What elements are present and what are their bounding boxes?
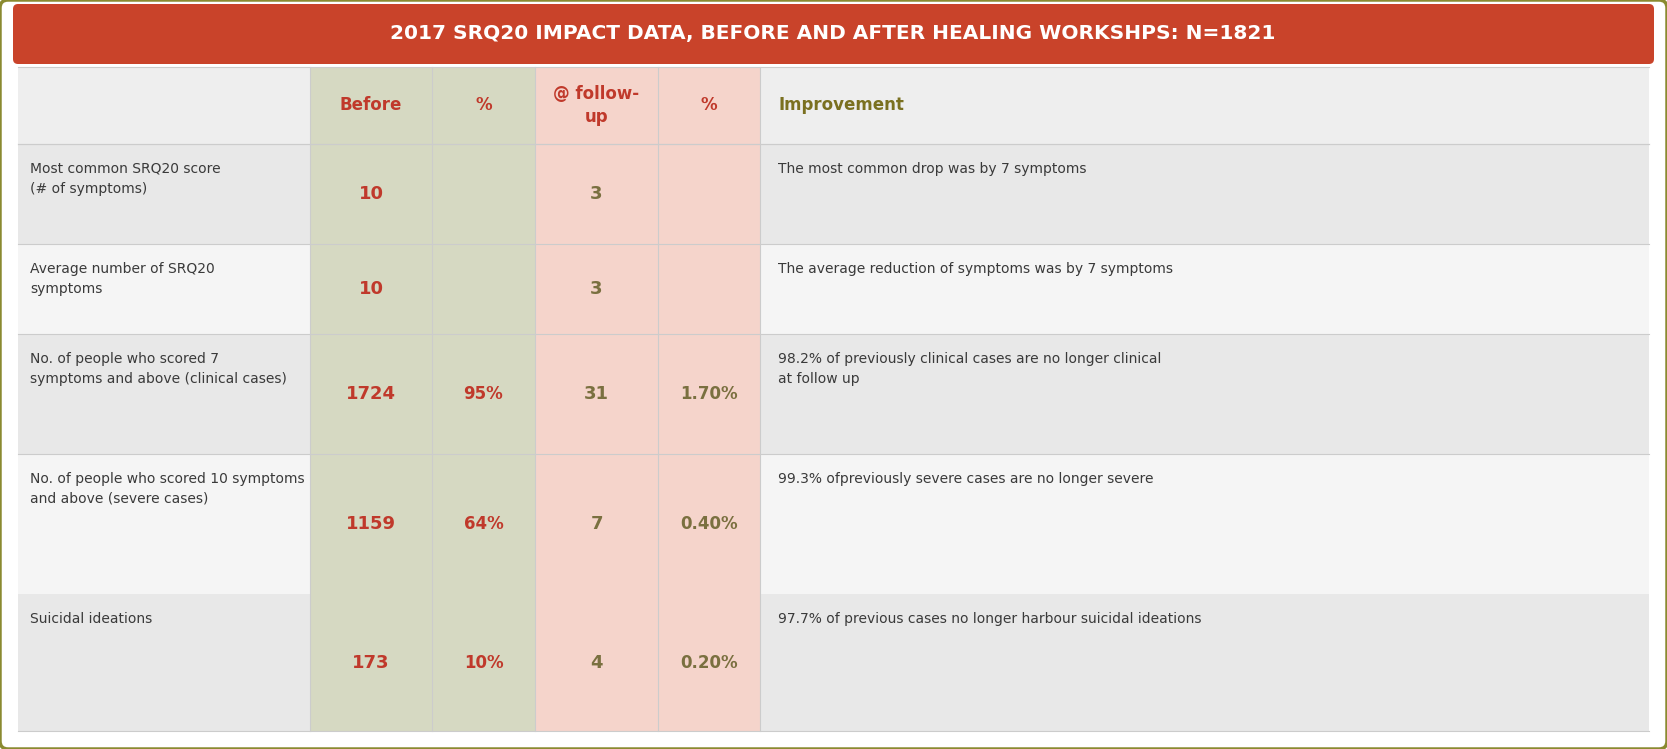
Text: 97.7% of previous cases no longer harbour suicidal ideations: 97.7% of previous cases no longer harbou… xyxy=(778,612,1202,626)
Text: Average number of SRQ20
symptoms: Average number of SRQ20 symptoms xyxy=(30,262,215,296)
Bar xyxy=(760,334,1649,454)
Bar xyxy=(535,67,760,144)
Text: 0.40%: 0.40% xyxy=(680,515,738,533)
Text: Most common SRQ20 score
(# of symptoms): Most common SRQ20 score (# of symptoms) xyxy=(30,162,220,195)
FancyBboxPatch shape xyxy=(13,4,1654,64)
Bar xyxy=(310,67,535,144)
Text: 1724: 1724 xyxy=(347,385,397,403)
Text: 10: 10 xyxy=(358,185,383,203)
Text: 0.20%: 0.20% xyxy=(680,653,738,672)
Bar xyxy=(535,144,760,244)
Bar xyxy=(535,244,760,334)
Text: 4: 4 xyxy=(590,653,603,672)
Bar xyxy=(310,144,535,244)
Text: The average reduction of symptoms was by 7 symptoms: The average reduction of symptoms was by… xyxy=(778,262,1174,276)
Text: 1.70%: 1.70% xyxy=(680,385,738,403)
Bar xyxy=(18,454,310,594)
Bar xyxy=(310,454,535,594)
Text: 2017 SRQ20 IMPACT DATA, BEFORE AND AFTER HEALING WORKSHPS: N=1821: 2017 SRQ20 IMPACT DATA, BEFORE AND AFTER… xyxy=(390,25,1275,43)
Text: Improvement: Improvement xyxy=(778,97,904,115)
Text: 98.2% of previously clinical cases are no longer clinical
at follow up: 98.2% of previously clinical cases are n… xyxy=(778,352,1162,386)
Bar xyxy=(535,594,760,731)
Bar xyxy=(760,594,1649,731)
Text: The most common drop was by 7 symptoms: The most common drop was by 7 symptoms xyxy=(778,162,1087,176)
Text: Suicidal ideations: Suicidal ideations xyxy=(30,612,152,626)
Bar xyxy=(760,454,1649,594)
Bar xyxy=(535,454,760,594)
Text: 10: 10 xyxy=(358,280,383,298)
Text: 99.3% ofpreviously severe cases are no longer severe: 99.3% ofpreviously severe cases are no l… xyxy=(778,472,1154,486)
Text: 7: 7 xyxy=(590,515,603,533)
Bar xyxy=(535,334,760,454)
Text: %: % xyxy=(475,97,492,115)
Text: 10%: 10% xyxy=(463,653,503,672)
Bar xyxy=(18,244,310,334)
Text: 173: 173 xyxy=(352,653,390,672)
Bar xyxy=(760,144,1649,244)
Text: 95%: 95% xyxy=(463,385,503,403)
Text: 1159: 1159 xyxy=(347,515,397,533)
Text: Before: Before xyxy=(340,97,402,115)
Bar xyxy=(310,334,535,454)
Text: 3: 3 xyxy=(590,185,603,203)
Text: @ follow-
up: @ follow- up xyxy=(553,85,640,126)
Text: 3: 3 xyxy=(590,280,603,298)
Text: 64%: 64% xyxy=(463,515,503,533)
Text: %: % xyxy=(700,97,717,115)
Text: No. of people who scored 10 symptoms
and above (severe cases): No. of people who scored 10 symptoms and… xyxy=(30,472,305,506)
Bar xyxy=(18,334,310,454)
Bar xyxy=(18,594,310,731)
Text: No. of people who scored 7
symptoms and above (clinical cases): No. of people who scored 7 symptoms and … xyxy=(30,352,287,386)
Bar xyxy=(760,67,1649,144)
Bar xyxy=(310,244,535,334)
Bar xyxy=(760,244,1649,334)
Text: 31: 31 xyxy=(583,385,608,403)
Bar xyxy=(310,594,535,731)
Bar xyxy=(18,67,310,144)
Bar xyxy=(18,144,310,244)
